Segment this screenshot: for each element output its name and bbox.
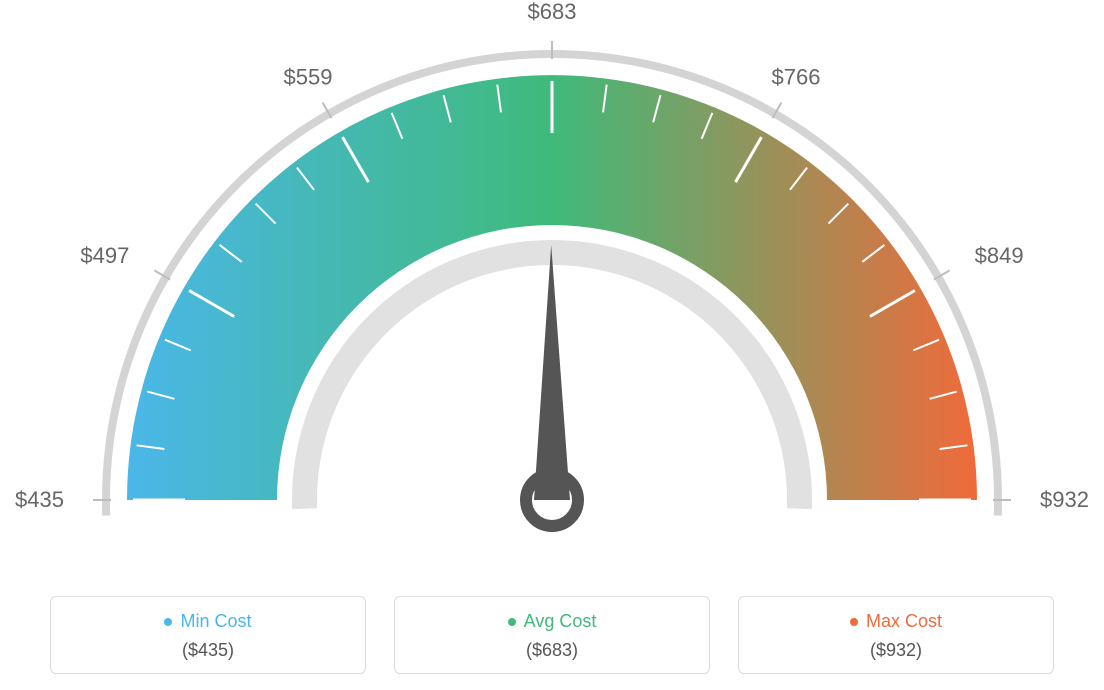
tick-label: $766	[772, 64, 821, 89]
legend-card-min: Min Cost ($435)	[50, 596, 366, 674]
legend-label-max: Max Cost	[866, 611, 942, 632]
gauge-chart: $435 $497 $559 $683 $766 $849 $932	[0, 0, 1104, 560]
legend-label-avg: Avg Cost	[524, 611, 597, 632]
legend-row: Min Cost ($435) Avg Cost ($683) Max Cost…	[0, 596, 1104, 674]
legend-label-min: Min Cost	[180, 611, 251, 632]
legend-dot-min	[164, 618, 172, 626]
legend-card-max: Max Cost ($932)	[738, 596, 1054, 674]
legend-value-max: ($932)	[749, 640, 1043, 661]
tick-label: $435	[15, 487, 64, 512]
gauge-needle	[534, 245, 570, 500]
tick-label: $559	[284, 64, 333, 89]
legend-value-avg: ($683)	[405, 640, 699, 661]
tick-label: $932	[1040, 487, 1089, 512]
tick-label: $849	[975, 243, 1024, 268]
gauge-chart-container: $435 $497 $559 $683 $766 $849 $932 Min Cost ($…	[0, 0, 1104, 690]
legend-card-avg: Avg Cost ($683)	[394, 596, 710, 674]
tick-label: $683	[528, 0, 577, 24]
legend-value-min: ($435)	[61, 640, 355, 661]
tick-label: $497	[80, 243, 129, 268]
legend-dot-max	[850, 618, 858, 626]
legend-dot-avg	[508, 618, 516, 626]
